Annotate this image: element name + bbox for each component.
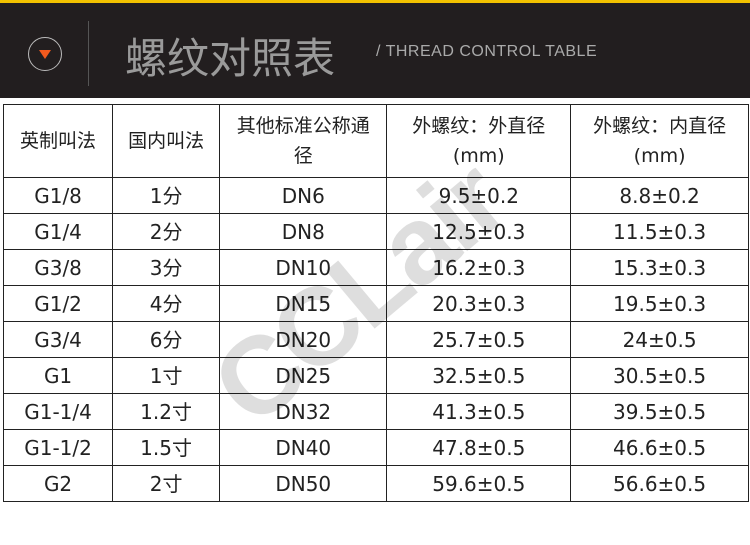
column-header: 外螺纹：内直径 (mm) <box>570 104 749 178</box>
table-cell: DN6 <box>219 177 388 214</box>
table-cell: 39.5±0.5 <box>570 393 749 430</box>
column-header: 英制叫法 <box>2 104 114 178</box>
table-cell: 3分 <box>112 249 221 286</box>
table-cell: 12.5±0.3 <box>386 213 572 250</box>
table-row: G1-1/4 1.2寸 DN32 41.3±0.5 39.5±0.5 <box>2 393 749 430</box>
table-row: G1 1寸 DN25 32.5±0.5 30.5±0.5 <box>2 357 749 394</box>
column-header-line: (mm) <box>452 145 505 167</box>
table-cell: 1分 <box>112 177 221 214</box>
table-cell: G1-1/2 <box>2 429 114 466</box>
table-cell: DN8 <box>219 213 388 250</box>
table-row: G2 2寸 DN50 59.6±0.5 56.6±0.5 <box>2 465 749 502</box>
table-cell: 9.5±0.2 <box>386 177 572 214</box>
column-header: 外螺纹：外直径 (mm) <box>386 104 572 178</box>
table-cell: G1/4 <box>2 213 114 250</box>
table-cell: 1寸 <box>112 357 221 394</box>
column-header-line: 外螺纹：外直径 <box>412 114 546 137</box>
column-header-line: 径 <box>293 145 313 167</box>
column-header-line: 英制叫法 <box>20 129 97 152</box>
table-row: G1/2 4分 DN15 20.3±0.3 19.5±0.3 <box>2 285 749 322</box>
column-header-line: 外螺纹：内直径 <box>593 114 727 137</box>
table-cell: 1.5寸 <box>112 429 221 466</box>
table-row: G1/4 2分 DN8 12.5±0.3 11.5±0.3 <box>2 213 749 250</box>
table-cell: 56.6±0.5 <box>570 465 749 502</box>
page-title: 螺纹对照表 <box>125 34 336 83</box>
table-row: G3/4 6分 DN20 25.7±0.5 24±0.5 <box>2 321 749 358</box>
table-cell: DN15 <box>219 285 388 322</box>
table-cell: 24±0.5 <box>570 321 749 358</box>
table-cell: 30.5±0.5 <box>570 357 749 394</box>
table-cell: DN10 <box>219 249 388 286</box>
column-header: 其他标准公称通径 <box>219 104 388 178</box>
chevron-down-circle-icon <box>28 37 62 71</box>
table-row: G3/8 3分 DN10 16.2±0.3 15.3±0.3 <box>2 249 749 286</box>
table-cell: DN32 <box>219 393 388 430</box>
table-cell: G2 <box>2 465 114 502</box>
table-cell: 15.3±0.3 <box>570 249 749 286</box>
table-cell: 8.8±0.2 <box>570 177 749 214</box>
table-cell: 2分 <box>112 213 221 250</box>
table-cell: 59.6±0.5 <box>386 465 572 502</box>
table-cell: G1/8 <box>2 177 114 214</box>
header-row: 英制叫法 国内叫法 其他标准公称通径外螺纹：外直径 (mm) 外螺纹：内直径 (mm) <box>2 104 749 178</box>
thread-table: 英制叫法 国内叫法 其他标准公称通径外螺纹：外直径 (mm) 外螺纹：内直径 (mm) G1… <box>2 104 749 502</box>
table-cell: DN40 <box>219 429 388 466</box>
table-cell: 2寸 <box>112 465 221 502</box>
table-row: G1-1/2 1.5寸 DN40 47.8±0.5 46.6±0.5 <box>2 429 749 466</box>
divider <box>88 21 89 86</box>
table-cell: 32.5±0.5 <box>386 357 572 394</box>
table-cell: 46.6±0.5 <box>570 429 749 466</box>
table-cell: 20.3±0.3 <box>386 285 572 322</box>
table-cell: 4分 <box>112 285 221 322</box>
table-cell: 6分 <box>112 321 221 358</box>
table-cell: 11.5±0.3 <box>570 213 749 250</box>
table-cell: DN20 <box>219 321 388 358</box>
column-header-line: 其他标准公称通 <box>236 114 370 137</box>
table-cell: 41.3±0.5 <box>386 393 572 430</box>
table-cell: 1.2寸 <box>112 393 221 430</box>
table-cell: 16.2±0.3 <box>386 249 572 286</box>
column-header-line: (mm) <box>633 145 686 167</box>
table-cell: 47.8±0.5 <box>386 429 572 466</box>
column-header-line: 国内叫法 <box>128 129 205 152</box>
table-row: G1/8 1分 DN6 9.5±0.2 8.8±0.2 <box>2 177 749 214</box>
table-cell: G1/2 <box>2 285 114 322</box>
table-cell: G3/8 <box>2 249 114 286</box>
table-cell: G1-1/4 <box>2 393 114 430</box>
header-banner: 螺纹对照表 / THREAD CONTROL TABLE <box>0 0 750 98</box>
table-cell: G1 <box>2 357 114 394</box>
table-cell: DN25 <box>219 357 388 394</box>
table-cell: 19.5±0.3 <box>570 285 749 322</box>
table-cell: 25.7±0.5 <box>386 321 572 358</box>
table-cell: G3/4 <box>2 321 114 358</box>
page-subtitle: / THREAD CONTROL TABLE <box>376 43 598 60</box>
table-cell: DN50 <box>219 465 388 502</box>
column-header: 国内叫法 <box>112 104 221 178</box>
